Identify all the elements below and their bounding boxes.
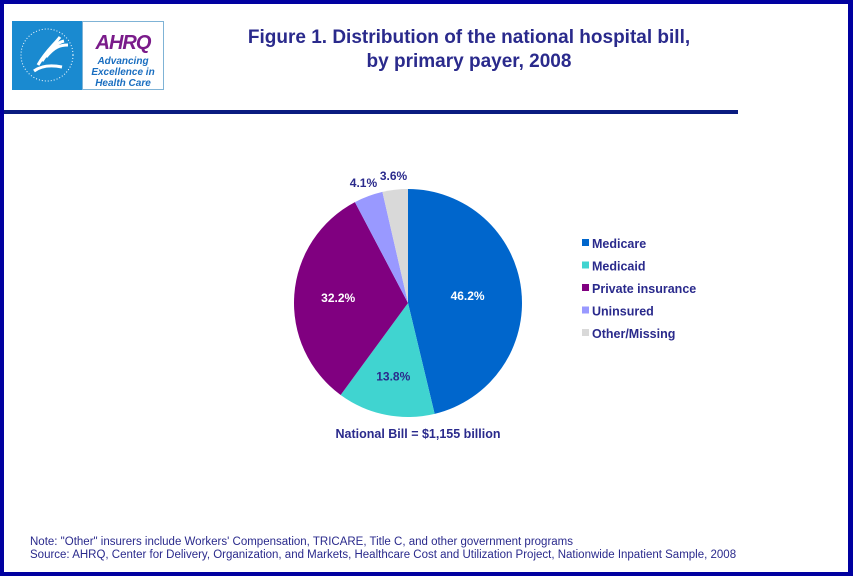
chart-title: Figure 1. Distribution of the national h…	[204, 26, 734, 74]
legend-label: Medicare	[592, 237, 646, 251]
pie-slice-medicaid	[340, 303, 435, 417]
title-line-2: by primary payer, 2008	[366, 51, 572, 72]
pie-slice-other-missing	[382, 189, 408, 303]
legend-swatch	[582, 261, 589, 269]
hhs-logo	[12, 21, 82, 90]
data-label: 4.1%	[350, 176, 378, 190]
legend-label: Other/Missing	[592, 327, 675, 341]
source-note: Source: AHRQ, Center for Delivery, Organ…	[30, 549, 737, 561]
legend-swatch	[582, 284, 589, 291]
data-label: 3.6%	[380, 169, 408, 183]
legend-label: Private insurance	[592, 282, 696, 296]
header-divider	[4, 110, 738, 114]
legend-swatch	[582, 306, 589, 314]
legend-swatch	[582, 239, 589, 246]
pie-slice-medicare	[408, 189, 522, 414]
footnote: Note: "Other" insurers include Workers' …	[30, 536, 573, 548]
legend-label: Uninsured	[592, 305, 654, 319]
data-label: 46.2%	[451, 289, 485, 303]
title-line-1: Figure 1. Distribution of the national h…	[247, 27, 691, 48]
data-label: 32.2%	[321, 291, 355, 305]
national-bill-annotation: National Bill = $1,155 billion	[336, 427, 501, 441]
ahrq-logo: AHRQ Advancing Excellence in Health Care	[82, 21, 164, 90]
legend-label: Medicaid	[592, 260, 646, 274]
pie-slice-private-insurance	[294, 202, 408, 395]
pie-chart: 46.2% 13.8% 32.2% 4.1%3.6% Medicare Medicaid…	[294, 169, 696, 441]
legend-swatch	[582, 329, 589, 336]
data-label: 13.8%	[376, 370, 410, 384]
pie-slice-uninsured	[354, 191, 408, 303]
